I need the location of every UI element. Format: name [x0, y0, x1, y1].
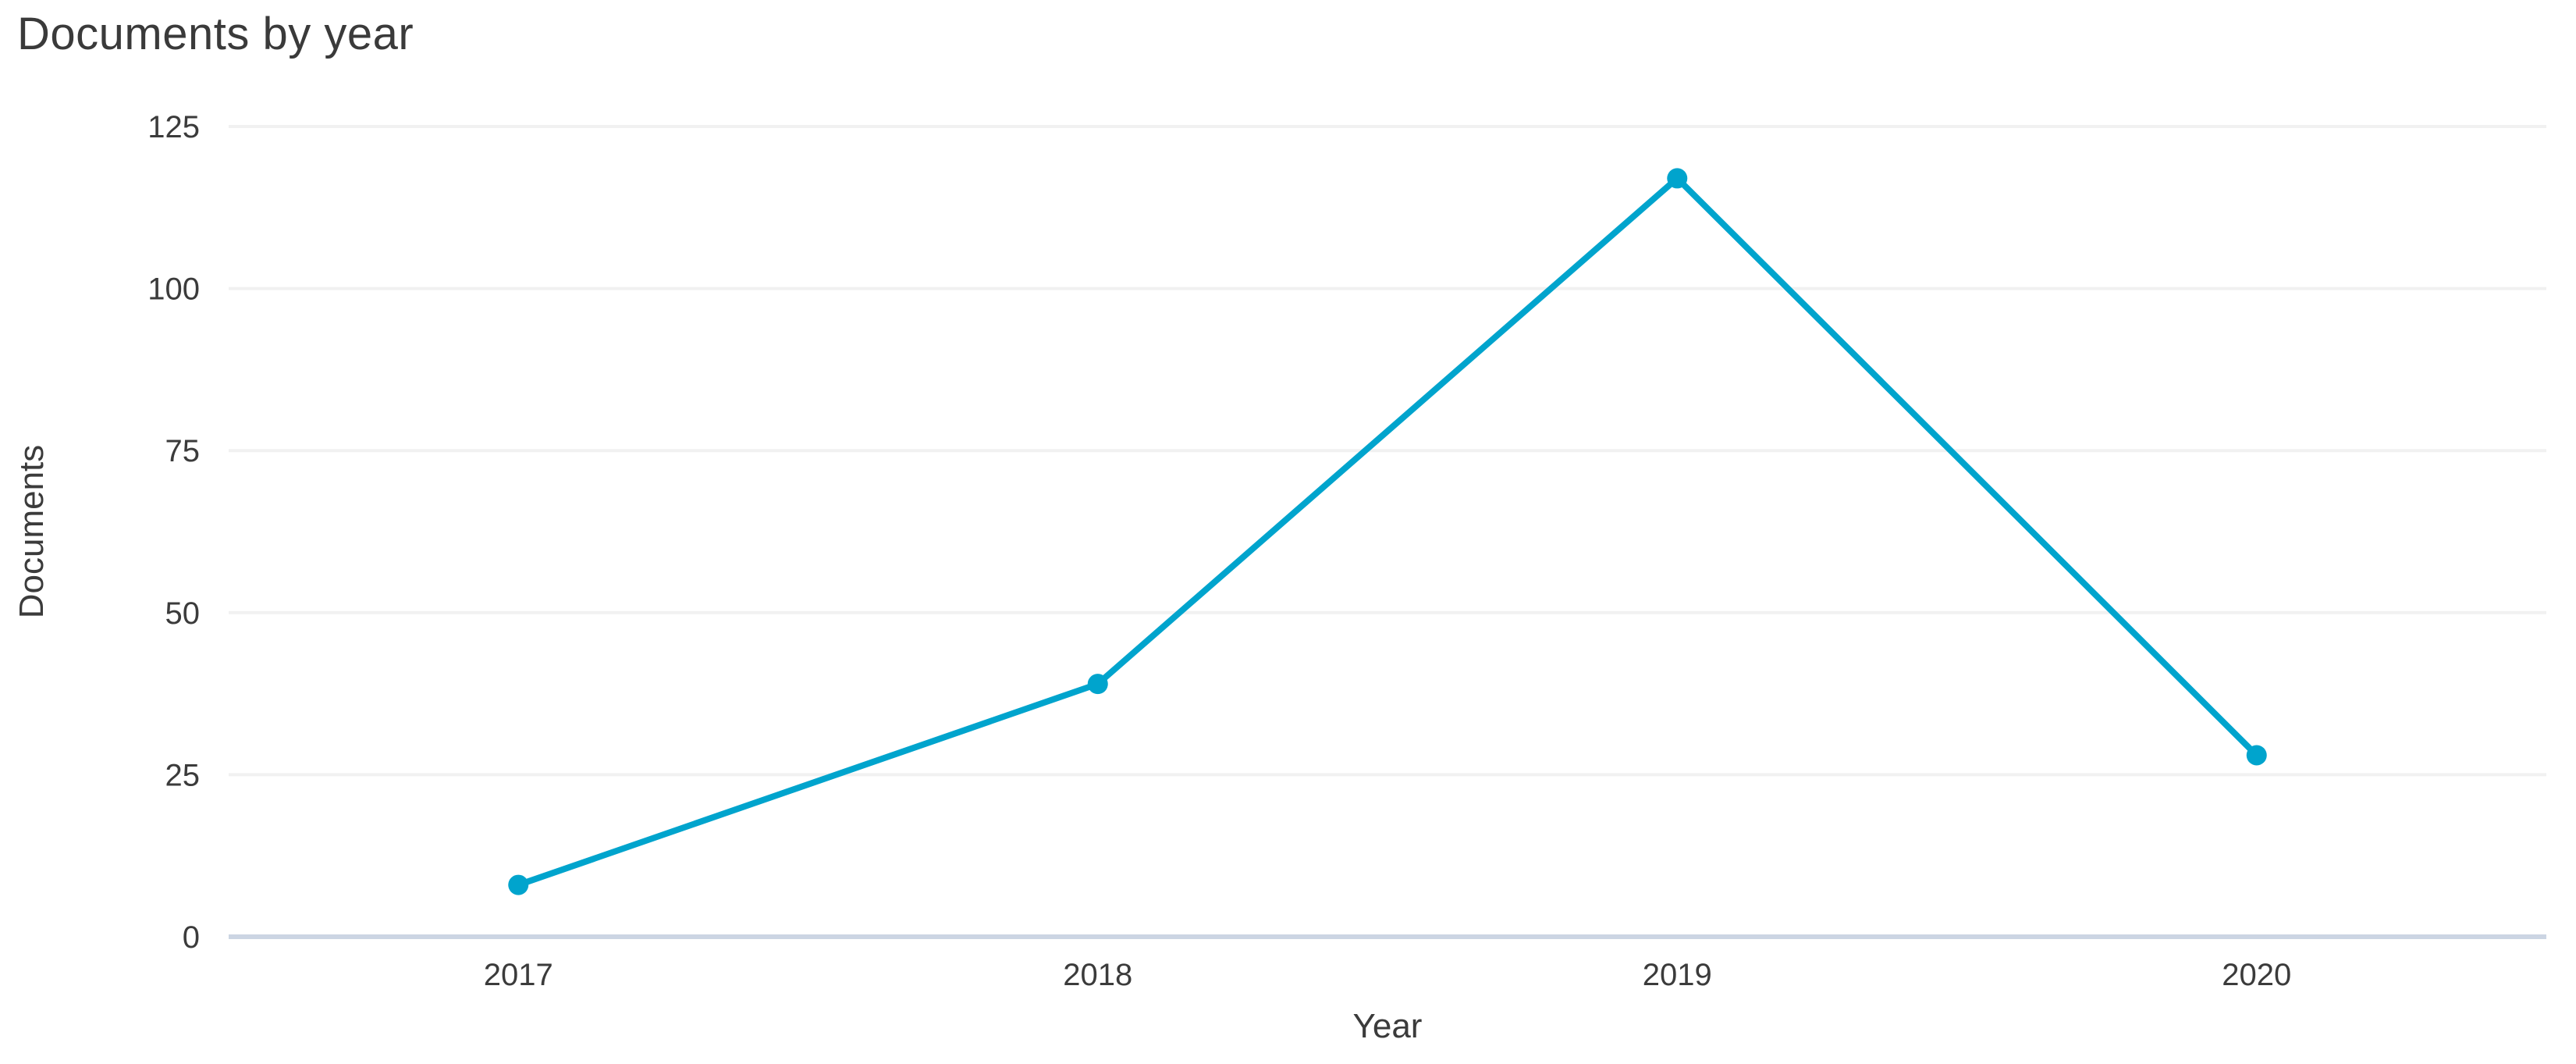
x-tick-label: 2020	[2222, 958, 2291, 992]
data-point-2019[interactable]	[1667, 168, 1688, 189]
x-tick-label: 2019	[1643, 958, 1712, 992]
y-tick-label: 100	[147, 272, 200, 307]
y-tick-label: 75	[165, 434, 201, 468]
trend-line	[515, 175, 2260, 888]
x-tick-label: 2017	[484, 958, 553, 992]
data-point-2020[interactable]	[2246, 745, 2267, 766]
y-tick-label: 125	[147, 110, 200, 144]
y-tick-label: 25	[165, 758, 201, 792]
data-point-2018[interactable]	[1087, 674, 1108, 695]
x-axis-title: Year	[1352, 1007, 1423, 1045]
x-tick-label: 2018	[1063, 958, 1132, 992]
data-point-2017[interactable]	[508, 874, 529, 895]
y-tick-label: 50	[165, 596, 201, 631]
y-tick-label: 0	[183, 920, 200, 955]
chart-title: Documents by year	[17, 9, 414, 59]
